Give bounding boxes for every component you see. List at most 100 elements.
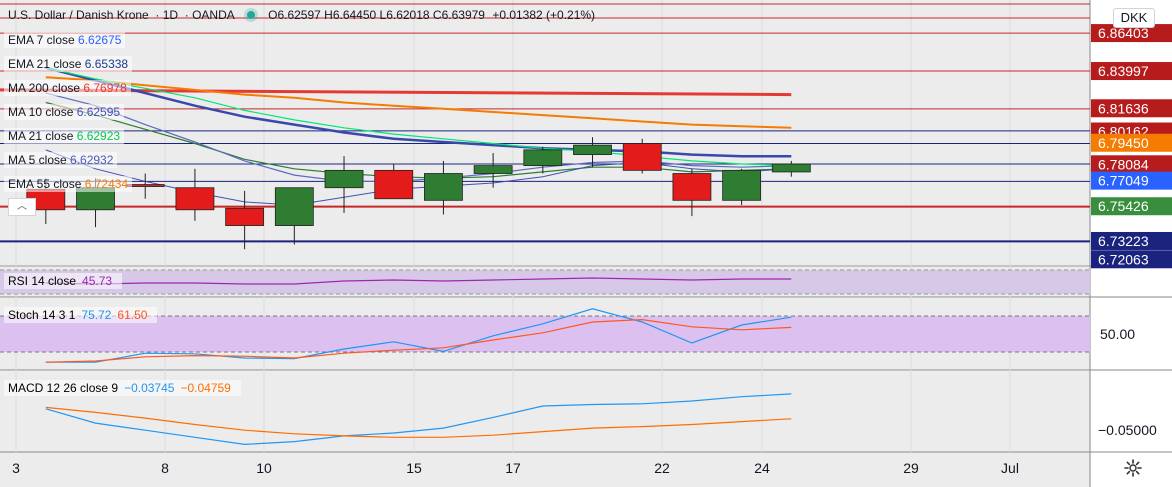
ema55-line [45,76,792,129]
candle-body [672,173,712,201]
rsi-value: 45.73 [82,274,113,288]
legend-label: MA 21 close [8,129,77,143]
legend-row[interactable]: EMA 55 close 6.72434 [4,176,133,192]
legend-label: EMA 7 close [8,33,79,47]
time-axis-label: 15 [406,460,422,476]
candle-body [573,144,612,155]
candle [523,146,563,174]
candle [622,138,662,174]
price-label-bg [1091,155,1172,174]
candle [722,168,762,206]
collapse-legend-button[interactable]: ︿ [8,198,36,216]
price-axis-label: 6.83997 [1098,63,1149,79]
currency-badge[interactable]: DKK [1113,8,1155,28]
price-label-bg [1091,133,1172,152]
price-axis-label: 6.73223 [1098,233,1149,249]
price-axis-label: 6.86403 [1098,25,1149,41]
data-source: OANDA [192,8,235,22]
time-axis-label: 10 [256,460,272,476]
chevron-up-icon: ︿ [17,201,27,212]
time-axis-label: 22 [654,460,670,476]
ohlc-values: O6.62597 H6.64450 L6.62018 C6.63979 [268,8,485,22]
legend-value: 6.62595 [76,105,121,119]
legend-row[interactable]: MA 10 close 6.62595 [4,104,125,120]
interval-label[interactable]: 1D [162,8,179,22]
candle-body [324,169,364,189]
candle [324,156,364,213]
price-axis-label: 6.81636 [1098,100,1149,116]
time-axis-label: 17 [505,460,521,476]
price-pane-bg [0,0,1090,265]
candle [424,160,463,215]
signal-value: −0.04759 [180,381,231,395]
candle-body [424,173,463,201]
legend-row[interactable]: MA 200 close 6.76978 [4,80,131,96]
macd-line [45,393,792,446]
candle-body [225,207,265,226]
time-axis-bg [0,452,1090,487]
candle-body [722,169,762,201]
ema7-line [45,101,792,179]
price-axis-label: 6.77049 [1098,173,1149,189]
legend-value: 6.62932 [70,153,114,167]
chart-header: U.S. Dollar / Danish Krone · 1D · OANDA … [8,8,596,22]
rsi-line [45,277,792,285]
candle-body [771,163,811,173]
candle [771,160,811,177]
legend-row[interactable]: MA 21 close 6.62923 [4,128,125,144]
price-label-bg [1091,171,1172,190]
price-axis-label: 6.79450 [1098,135,1149,151]
stoch-d-value: 61.50 [117,308,148,322]
stoch-k-line [45,308,792,363]
legend-row[interactable]: EMA 21 close 6.65338 [4,56,133,72]
macd-axis-label: −0.05000 [1098,422,1157,438]
candle [573,137,612,168]
stoch-d-line [45,318,792,363]
ma21-line [45,67,792,167]
candle-body [274,187,314,226]
rsi-band [0,270,1090,294]
candle [374,164,414,200]
price-axis-label: 6.75426 [1098,198,1149,214]
legend-value: 6.62923 [76,129,121,143]
rsi-label: RSI 14 close [8,274,77,288]
macd-label: MACD 12 26 close 9 [8,381,119,395]
legend-value: 6.76978 [83,81,127,95]
ema21-line [45,66,792,158]
time-axis-label: 24 [754,460,770,476]
market-status-icon [246,11,255,19]
candle-body [622,143,662,171]
candle [175,168,215,221]
price-label-bg [1091,62,1172,81]
candle-body [523,149,563,167]
time-axis-label: Jul [1001,460,1019,476]
time-axis-label: 8 [161,460,169,476]
legend-value: 6.62675 [78,33,122,47]
legend-label: EMA 21 close [8,57,85,71]
legend-row[interactable]: MA 5 close 6.62932 [4,152,118,168]
candle [225,190,265,250]
time-axis-label: 29 [903,460,919,476]
price-axis-label: 6.78084 [1098,156,1149,172]
candle-body [175,187,215,211]
settings-gear-icon[interactable] [1123,458,1143,478]
stoch-axis-label: 50.00 [1100,326,1135,342]
signal-line [45,406,792,438]
ma10-line [45,92,792,182]
stoch-label: Stoch 14 3 1 [8,308,76,322]
macd-legend[interactable]: MACD 12 26 close 9 −0.03745 −0.04759 [4,380,241,396]
candle-body [473,165,513,174]
candle-body [374,169,414,200]
price-label-bg [1091,99,1172,118]
price-change: +0.01382 (+0.21%) [492,8,596,22]
legend-row[interactable]: EMA 7 close 6.62675 [4,32,126,48]
rsi-legend[interactable]: RSI 14 close 45.73 [4,273,123,289]
legend-value: 6.72434 [84,177,129,191]
macd-value: −0.03745 [124,381,175,395]
price-label-bg [1091,197,1172,216]
stoch-band [0,316,1090,352]
symbol-name: U.S. Dollar / Danish Krone [8,8,149,22]
stoch-legend[interactable]: Stoch 14 3 1 75.72 61.50 [4,307,158,323]
legend-label: MA 200 close [8,81,84,95]
